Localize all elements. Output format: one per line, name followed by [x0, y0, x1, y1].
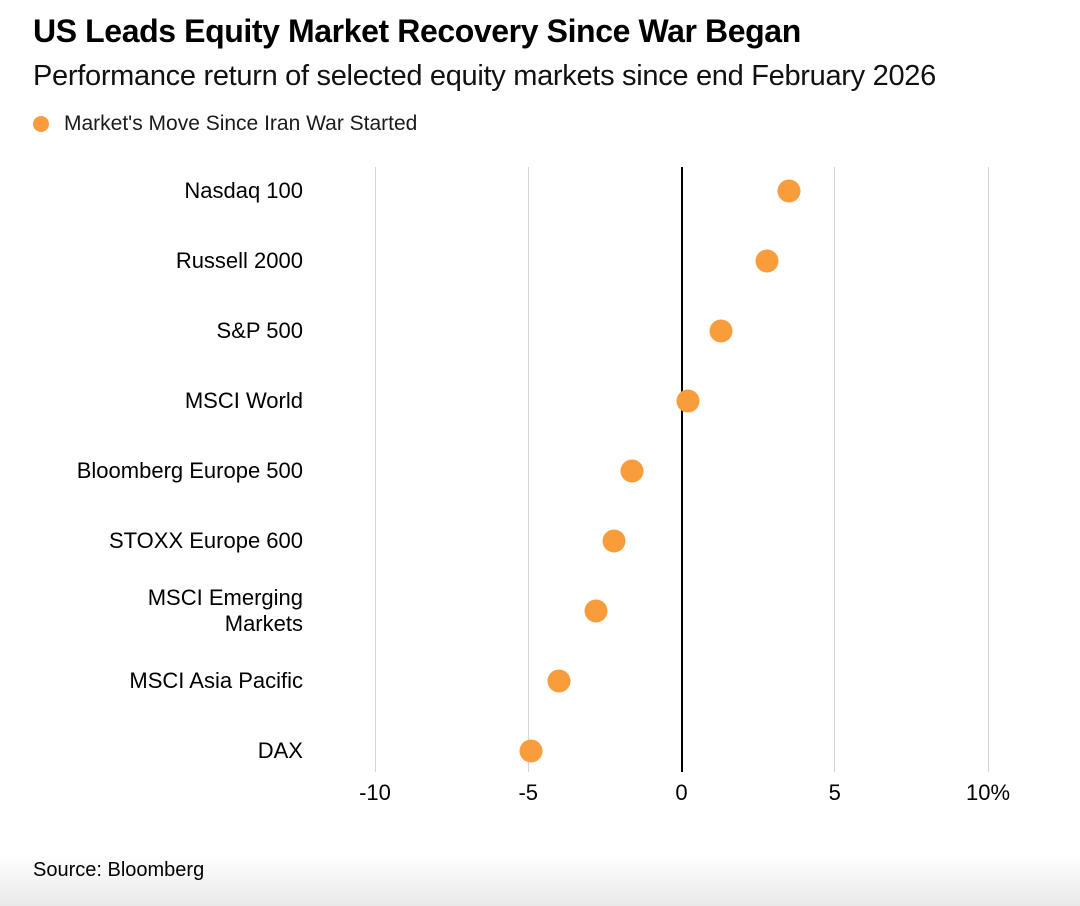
zero-baseline: [680, 167, 683, 772]
legend-marker-icon: [33, 116, 49, 132]
category-label: S&P 500: [216, 318, 303, 343]
category-label: MSCI Emerging Markets: [147, 585, 303, 636]
x-tick-label-5: 5: [828, 780, 841, 805]
data-point: [602, 529, 626, 553]
chart-subtitle: Performance return of selected equity ma…: [33, 60, 936, 92]
x-tick-label--5: -5: [518, 780, 539, 805]
category-label: MSCI World: [184, 388, 303, 413]
category-label: Bloomberg Europe 500: [76, 458, 303, 483]
data-point: [709, 319, 733, 343]
gridline-x-5: [834, 167, 836, 772]
x-tick-label-10: 10%: [965, 780, 1011, 805]
gridline-x--10: [374, 167, 376, 772]
chart-title: US Leads Equity Market Recovery Since Wa…: [33, 13, 801, 49]
data-point: [676, 389, 700, 413]
gridline-x-10: [987, 167, 989, 772]
data-point: [547, 669, 571, 693]
category-label: DAX: [257, 738, 303, 763]
legend-label: Market's Move Since Iran War Started: [64, 112, 418, 135]
x-tick-label--10: -10: [359, 780, 391, 805]
data-point: [584, 599, 608, 623]
data-point: [519, 739, 543, 763]
category-label: Russell 2000: [175, 248, 303, 273]
category-label: MSCI Asia Pacific: [129, 668, 303, 693]
category-label: STOXX Europe 600: [108, 528, 303, 553]
data-point: [777, 179, 801, 203]
gridline-x--5: [527, 167, 529, 772]
x-tick-label-0: 0: [675, 780, 688, 805]
source-note: Source: Bloomberg: [33, 859, 205, 881]
data-point: [755, 249, 779, 273]
category-label: Nasdaq 100: [184, 178, 303, 203]
chart-legend: Market's Move Since Iran War Started: [33, 111, 417, 137]
data-point: [620, 459, 644, 483]
